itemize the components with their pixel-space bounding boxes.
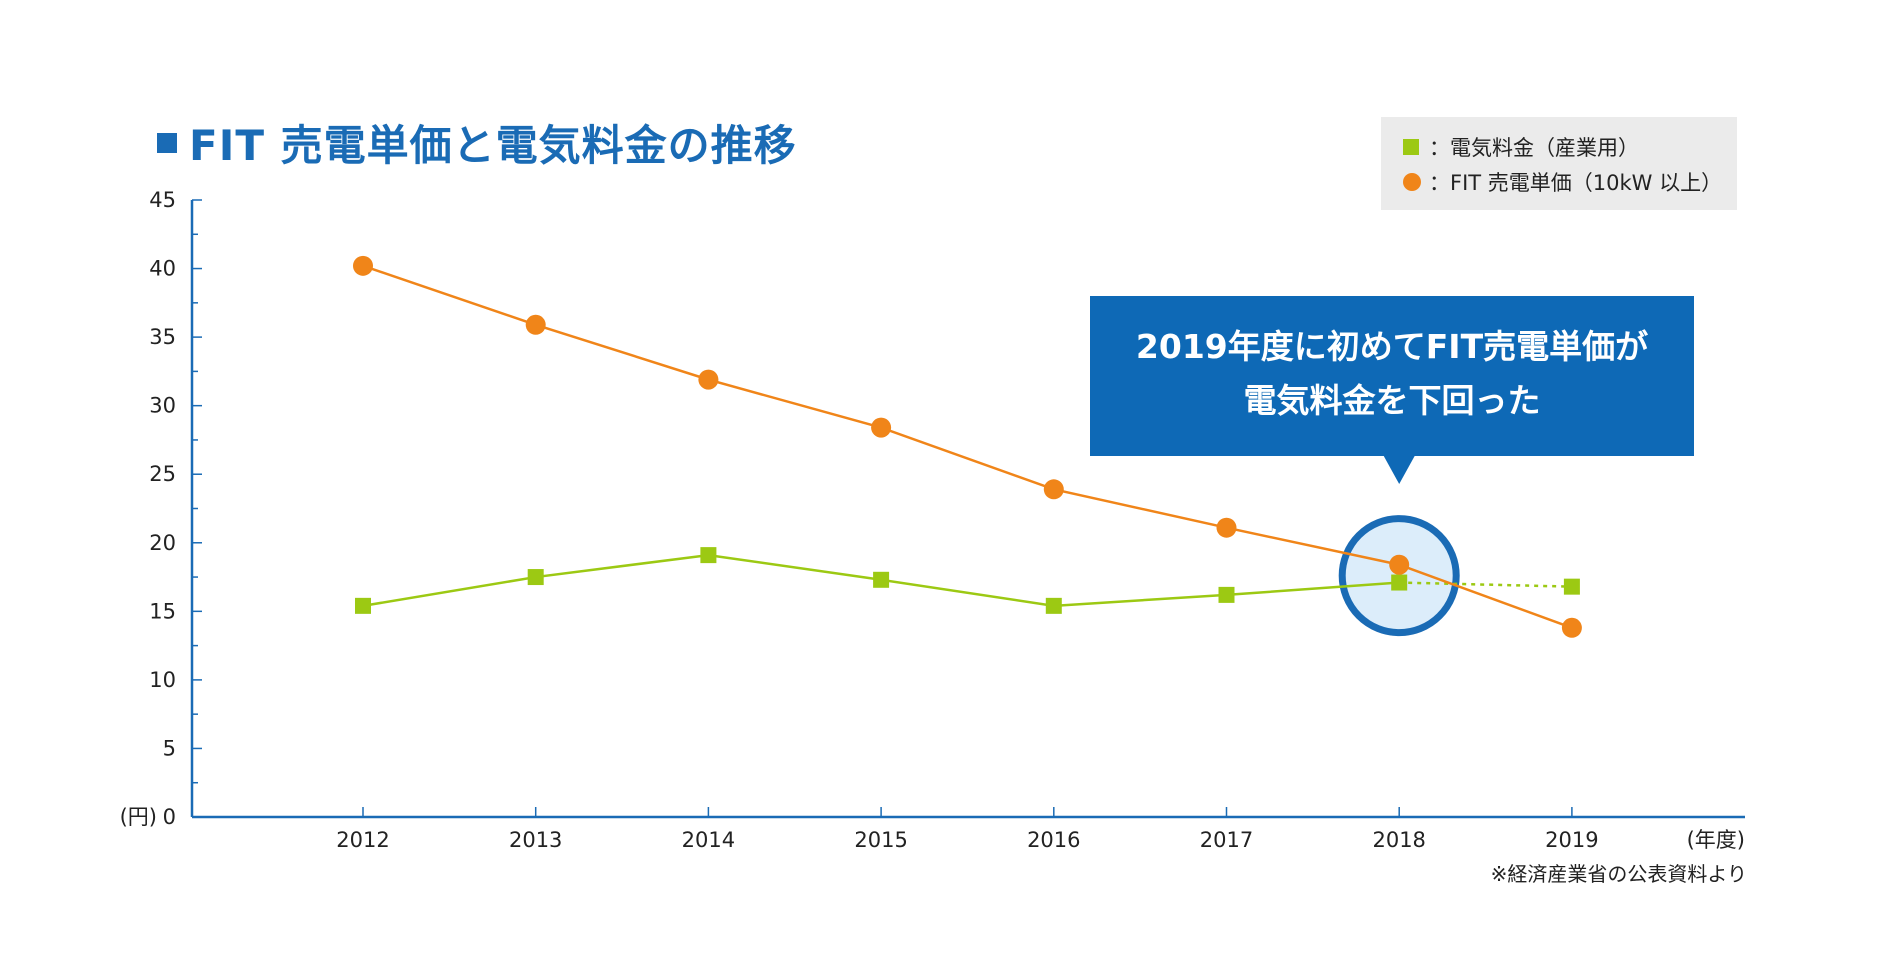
electricity-series-dashed-line	[1399, 581, 1572, 588]
fit-data-point	[698, 369, 719, 390]
y-tick-label: 20	[149, 531, 176, 555]
source-note: ※経済産業省の公表資料より	[1490, 862, 1747, 886]
x-tick-label: 2012	[336, 828, 389, 852]
y-tick-label: 45	[149, 188, 176, 212]
fit-data-point	[353, 255, 373, 276]
legend-item-fit: ：FIT 売電単価（10kW 以上）	[1403, 167, 1722, 197]
x-tick-label: 2018	[1372, 828, 1425, 852]
y-tick-label: 10	[149, 668, 176, 692]
x-tick-label: 2019	[1545, 828, 1598, 852]
fit-data-point	[1216, 517, 1237, 538]
square-marker-icon	[1403, 139, 1419, 155]
title-text: FIT 売電単価と電気料金の推移	[189, 121, 797, 170]
x-tick-label: 2017	[1200, 828, 1253, 852]
x-tick-label: 2015	[854, 828, 907, 852]
y-axis-label: (円)	[120, 805, 157, 829]
fit-data-point	[1561, 617, 1582, 638]
x-tick-label: 2014	[682, 828, 735, 852]
y-tick-label: 30	[149, 394, 176, 418]
fit-data-point	[1389, 554, 1410, 575]
callout-line-1: 2019年度に初めてFIT売電単価が	[1135, 327, 1649, 366]
y-tick-label: 25	[149, 462, 176, 486]
chart-title: FIT 売電単価と電気料金の推移	[157, 112, 797, 173]
callout-line-2: 電気料金を下回った	[1243, 381, 1541, 420]
y-tick-label: 15	[149, 599, 176, 623]
fit-data-point	[1043, 479, 1064, 500]
y-tick-label: 40	[149, 257, 176, 281]
callout-pointer	[1383, 455, 1416, 484]
x-tick-label: 2013	[509, 828, 562, 852]
fit-series-line	[362, 264, 1573, 629]
electricity-data-point	[1045, 597, 1062, 614]
y-tick-label: 35	[149, 325, 176, 349]
legend-label-electricity: ：電気料金（産業用）	[1429, 136, 1639, 160]
electricity-data-point	[355, 597, 371, 614]
x-axis-label: (年度)	[1687, 828, 1745, 852]
electricity-data-point	[1563, 578, 1580, 595]
circle-marker-icon	[1403, 173, 1421, 191]
y-tick-label: 0	[163, 805, 176, 829]
title-square-icon	[157, 132, 177, 153]
fit-data-point	[871, 417, 892, 438]
x-tick-label: 2016	[1027, 828, 1080, 852]
legend: ：電気料金（産業用） ：FIT 売電単価（10kW 以上）	[1381, 117, 1737, 210]
y-tick-label: 5	[163, 736, 176, 760]
electricity-data-point	[700, 547, 717, 564]
electricity-data-point	[873, 571, 890, 588]
callout-box: 2019年度に初めてFIT売電単価が 電気料金を下回った	[1090, 296, 1694, 456]
electricity-data-point	[1218, 586, 1235, 603]
fit-data-point	[525, 314, 546, 335]
electricity-data-point	[527, 569, 544, 586]
electricity-data-point	[1391, 574, 1408, 591]
legend-label-fit: ：FIT 売電単価（10kW 以上）	[1429, 171, 1723, 195]
legend-item-electricity: ：電気料金（産業用）	[1403, 132, 1639, 162]
